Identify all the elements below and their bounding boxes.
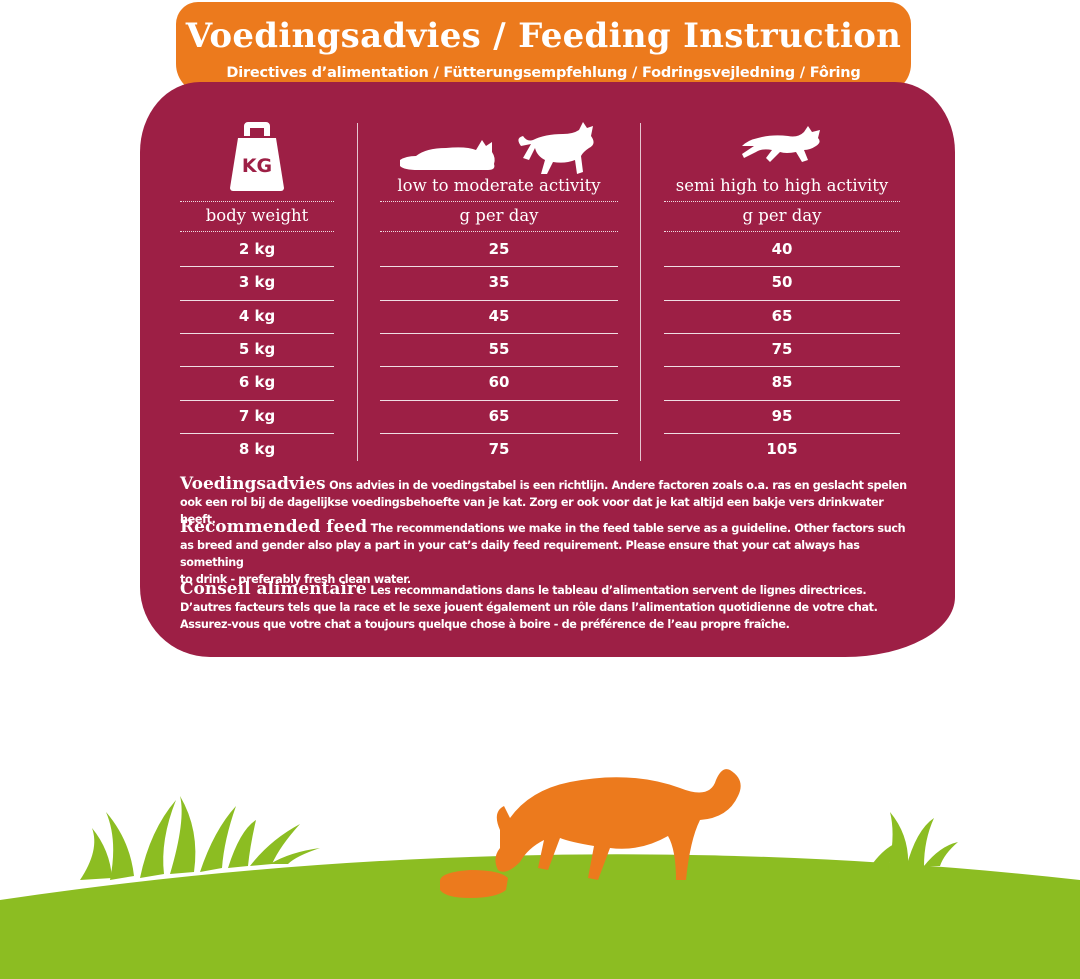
row-divider — [180, 399, 334, 401]
advice-text: to drink - preferably fresh clean water. — [180, 573, 411, 586]
row-divider — [180, 299, 334, 301]
advice-dutch-lead: Voedingsadvies — [180, 474, 326, 494]
cell-low-activity: 60 — [488, 373, 510, 392]
unit-body-weight: body weight — [205, 206, 309, 225]
column-divider — [357, 123, 358, 461]
row-divider — [664, 399, 900, 401]
advice-text: as breed and gender also play a part in … — [180, 539, 860, 569]
column-header-low-activity: low to moderate activity — [397, 176, 601, 195]
cell-low-activity: 55 — [488, 339, 510, 358]
cell-body-weight: 4 kg — [238, 306, 276, 325]
advice-text: The recommendations we make in the feed … — [367, 522, 906, 535]
cell-body-weight: 6 kg — [238, 373, 276, 392]
grass-tuft-left — [80, 796, 320, 880]
cell-high-activity: 65 — [771, 306, 793, 325]
dotted-divider — [380, 231, 618, 232]
row-divider — [380, 332, 618, 334]
row-divider — [664, 366, 900, 368]
row-divider — [380, 399, 618, 401]
advice-text: Les recommandations dans le tableau d’al… — [366, 584, 867, 597]
grass-tuft-right — [868, 812, 958, 870]
advice-english-lead: Recommended feed — [180, 517, 368, 537]
dotted-divider — [664, 201, 900, 202]
header-banner: Voedingsadvies / Feeding Instruction Dir… — [176, 2, 911, 94]
page-subtitle: Directives d’alimentation / Fütterungsem… — [226, 65, 861, 81]
advice-text: D’autres facteurs tels que la race et le… — [180, 601, 878, 614]
row-divider — [664, 299, 900, 301]
cell-high-activity: 50 — [771, 273, 793, 292]
cell-body-weight: 5 kg — [238, 339, 276, 358]
row-divider — [180, 366, 334, 368]
row-divider — [664, 332, 900, 334]
page-title: Voedingsadvies / Feeding Instruction — [185, 16, 902, 56]
grass-hill — [0, 854, 1080, 979]
row-divider — [180, 332, 334, 334]
cell-high-activity: 105 — [766, 439, 798, 458]
advice-french-lead: Conseil alimentaire — [180, 579, 367, 599]
eating-cat-illustration — [495, 769, 741, 880]
running-cat-icon — [742, 126, 820, 162]
cell-body-weight: 8 kg — [238, 439, 276, 458]
cell-body-weight: 3 kg — [238, 273, 276, 292]
cell-body-weight: 2 kg — [238, 240, 276, 258]
row-divider — [180, 432, 334, 434]
cell-body-weight: 7 kg — [238, 406, 276, 425]
dotted-divider — [664, 231, 900, 232]
advice-french: Conseil alimentaire Les recommandations … — [180, 581, 915, 633]
unit-low-activity: g per day — [459, 206, 539, 225]
dotted-divider — [380, 201, 618, 202]
dotted-divider — [180, 201, 334, 202]
dotted-divider — [180, 231, 334, 232]
food-bowl-icon — [440, 870, 508, 898]
advice-dutch: Voedingsadvies Ons advies in de voedings… — [180, 476, 915, 528]
cell-low-activity: 25 — [488, 240, 510, 258]
row-divider — [180, 266, 334, 268]
advice-text: Assurez-vous que votre chat a toujours q… — [180, 618, 790, 631]
cell-low-activity: 75 — [488, 439, 510, 458]
advice-text: ook een rol bij de dagelijkse voedingsbe… — [180, 496, 884, 526]
row-divider — [664, 266, 900, 268]
advice-text: Ons advies in de voedingstabel is een ri… — [325, 479, 907, 492]
column-divider — [640, 123, 641, 461]
advice-english: Recommended feed The recommendations we … — [180, 519, 915, 588]
standing-cat-icon — [518, 122, 594, 174]
row-divider — [380, 266, 618, 268]
column-header-high-activity: semi high to high activity — [675, 176, 889, 195]
cell-low-activity: 65 — [488, 406, 510, 425]
row-divider — [664, 432, 900, 434]
cell-high-activity: 40 — [771, 240, 793, 258]
unit-high-activity: g per day — [742, 206, 822, 225]
cell-high-activity: 75 — [771, 339, 793, 358]
row-divider — [380, 366, 618, 368]
weight-kg-icon: KG — [230, 122, 284, 191]
lying-cat-icon — [400, 140, 495, 170]
cell-low-activity: 45 — [488, 306, 510, 325]
weight-icon-label: KG — [242, 155, 272, 177]
cell-high-activity: 95 — [771, 406, 793, 425]
row-divider — [380, 299, 618, 301]
row-divider — [380, 432, 618, 434]
cell-high-activity: 85 — [771, 373, 793, 392]
cell-low-activity: 35 — [488, 273, 510, 292]
